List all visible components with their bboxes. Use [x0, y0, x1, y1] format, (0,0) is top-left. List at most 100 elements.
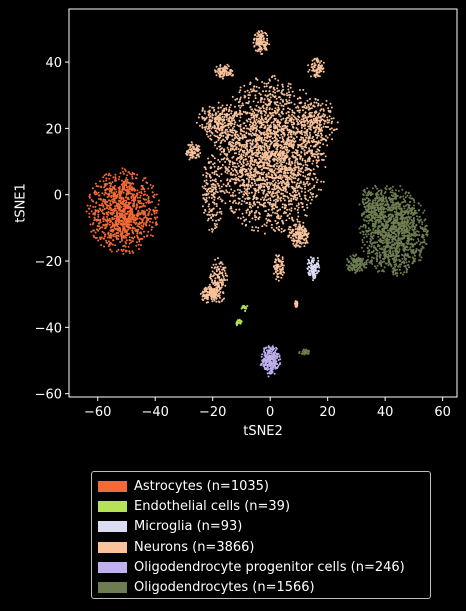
data-point	[257, 178, 260, 181]
data-point	[218, 268, 220, 271]
data-point	[214, 294, 217, 297]
data-point	[243, 190, 246, 193]
data-point	[128, 232, 131, 235]
data-point	[252, 152, 255, 155]
data-point	[221, 72, 224, 75]
data-point	[267, 172, 270, 175]
data-point	[295, 117, 298, 120]
data-point	[260, 97, 263, 100]
data-point	[243, 136, 246, 139]
data-point	[296, 105, 299, 108]
data-point	[310, 102, 313, 105]
data-point	[226, 183, 229, 186]
data-point	[121, 230, 124, 233]
data-point	[215, 203, 218, 205]
data-point	[195, 147, 198, 150]
data-point	[278, 229, 281, 232]
data-point	[258, 117, 261, 120]
data-point	[93, 236, 96, 238]
data-point	[284, 126, 287, 128]
data-point	[229, 194, 232, 197]
data-point	[281, 130, 283, 133]
data-point	[303, 134, 306, 137]
data-point	[257, 186, 260, 189]
data-point	[287, 82, 290, 85]
data-point	[259, 107, 262, 110]
data-point	[274, 270, 277, 273]
data-point	[277, 255, 280, 258]
data-point	[263, 149, 266, 152]
data-point	[294, 168, 297, 171]
data-point	[296, 197, 299, 199]
data-point	[267, 114, 270, 117]
data-point	[311, 154, 313, 157]
data-point	[228, 143, 230, 146]
data-point	[238, 191, 241, 194]
data-point	[293, 239, 296, 242]
data-point	[255, 85, 258, 88]
data-point	[190, 150, 193, 153]
data-point	[269, 131, 272, 134]
data-point	[210, 183, 213, 186]
data-point	[107, 232, 110, 235]
data-point	[298, 153, 301, 156]
data-point	[225, 167, 228, 170]
data-point	[302, 120, 305, 123]
data-point	[213, 108, 216, 111]
data-point	[248, 94, 251, 97]
data-point	[291, 172, 294, 175]
data-point	[273, 199, 275, 202]
data-point	[259, 99, 262, 102]
data-point	[117, 186, 120, 189]
data-point	[228, 200, 231, 203]
data-point	[263, 82, 266, 85]
data-point	[246, 127, 248, 130]
data-point	[108, 177, 111, 180]
data-point	[273, 173, 276, 176]
data-point	[312, 279, 314, 282]
data-point	[234, 98, 237, 101]
data-point	[306, 268, 309, 270]
data-point	[269, 164, 271, 167]
data-point	[250, 113, 253, 115]
data-point	[259, 161, 262, 164]
data-point	[315, 110, 317, 113]
data-point	[292, 188, 295, 191]
data-point	[279, 153, 282, 156]
data-point	[286, 128, 289, 130]
data-point	[247, 155, 250, 158]
data-point	[263, 127, 266, 130]
data-point	[109, 188, 112, 191]
data-point	[278, 96, 281, 99]
data-point	[271, 211, 274, 214]
data-point	[218, 160, 221, 163]
data-point	[105, 213, 108, 215]
data-point	[263, 145, 266, 148]
data-point	[277, 221, 280, 224]
data-point	[319, 123, 322, 126]
data-point	[259, 183, 262, 186]
data-point	[126, 207, 129, 209]
data-point	[209, 175, 211, 178]
data-point	[155, 211, 158, 214]
data-point	[254, 49, 257, 52]
data-point	[220, 212, 223, 215]
data-point	[227, 169, 230, 172]
data-point	[295, 236, 298, 239]
data-point	[294, 187, 297, 190]
data-point	[226, 138, 229, 141]
data-point	[253, 37, 256, 40]
data-point	[315, 116, 318, 119]
data-point	[125, 194, 128, 196]
data-point	[312, 145, 315, 148]
data-point	[243, 200, 246, 203]
data-point	[296, 128, 299, 131]
data-point	[287, 116, 289, 119]
data-point	[296, 233, 298, 236]
data-point	[304, 185, 307, 188]
data-point	[250, 206, 252, 209]
data-point	[308, 98, 311, 100]
data-point	[311, 195, 314, 198]
data-point	[153, 212, 156, 215]
data-point	[237, 202, 240, 205]
